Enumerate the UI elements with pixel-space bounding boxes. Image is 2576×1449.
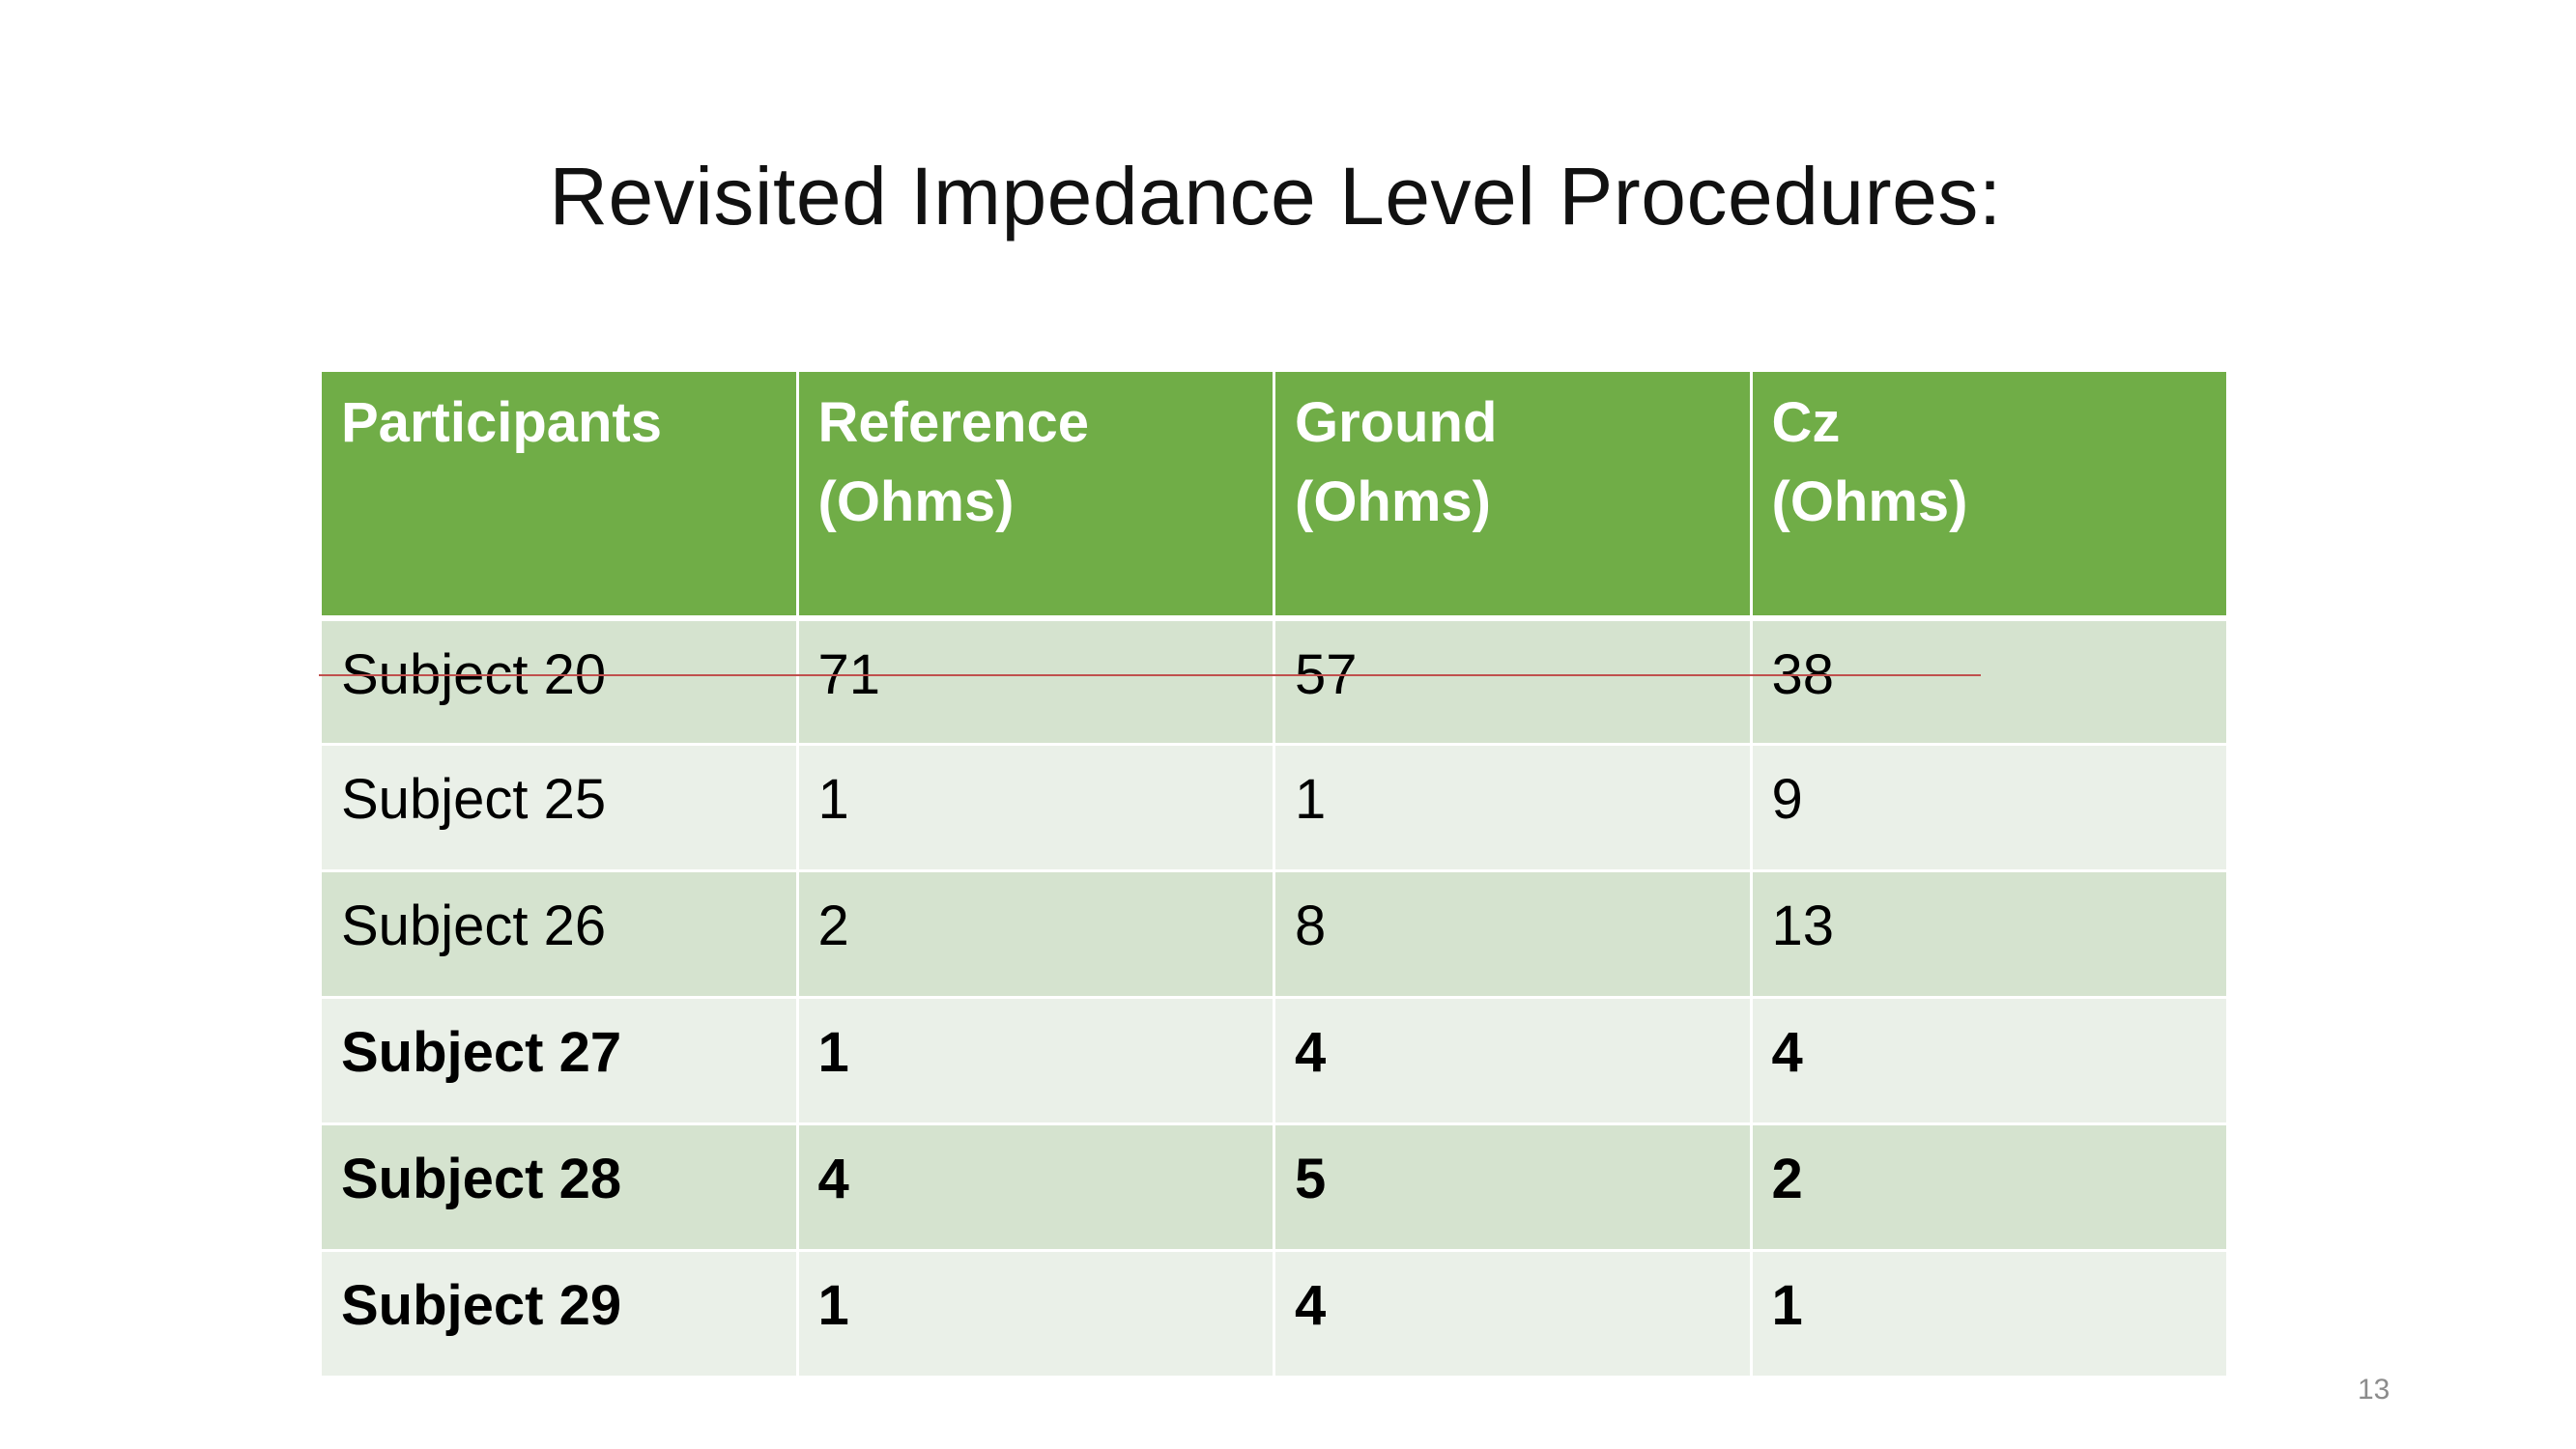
page-number: 13 <box>2358 1374 2390 1406</box>
header-ground-line2: (Ohms) <box>1295 470 1491 533</box>
cell-reference: 2 <box>795 869 1275 999</box>
cell-participant: Subject 25 <box>319 743 799 872</box>
cell-reference: 1 <box>795 1249 1275 1378</box>
header-reference-line1: Reference <box>817 391 1089 454</box>
cell-cz: 4 <box>1749 996 2229 1125</box>
cell-participant: Subject 26 <box>319 869 799 999</box>
cell-cz: 1 <box>1749 1249 2229 1378</box>
header-ground-line1: Ground <box>1295 391 1498 454</box>
impedance-table-container: Participants Reference (Ohms) Ground (Oh… <box>319 369 2229 1378</box>
table-row: Subject 28 4 5 2 <box>319 1122 2229 1252</box>
cell-reference: 71 <box>795 616 1275 746</box>
header-cz: Cz (Ohms) <box>1749 369 2229 621</box>
table-row: Subject 25 1 1 9 <box>319 743 2229 872</box>
cell-cz: 9 <box>1749 743 2229 872</box>
header-participants-line1: Participants <box>341 391 662 454</box>
cell-cz: 38 <box>1749 616 2229 746</box>
cell-participant: Subject 20 <box>319 616 799 746</box>
header-participants: Participants <box>319 369 799 621</box>
cell-participant: Subject 27 <box>319 996 799 1125</box>
table-row: Subject 27 1 4 4 <box>319 996 2229 1125</box>
cell-ground: 1 <box>1273 743 1753 872</box>
table-row: Subject 20 71 57 38 <box>319 616 2229 746</box>
cell-reference: 1 <box>795 996 1275 1125</box>
table-row: Subject 29 1 4 1 <box>319 1249 2229 1378</box>
cell-ground: 4 <box>1273 1249 1753 1378</box>
cell-reference: 4 <box>795 1122 1275 1252</box>
header-cz-line1: Cz <box>1771 391 1841 454</box>
table-row: Subject 26 2 8 13 <box>319 869 2229 999</box>
slide-title: Revisited Impedance Level Procedures: <box>549 151 2002 242</box>
table-header-row: Participants Reference (Ohms) Ground (Oh… <box>319 369 2229 621</box>
header-ground: Ground (Ohms) <box>1273 369 1753 621</box>
impedance-table: Participants Reference (Ohms) Ground (Oh… <box>319 369 2229 1378</box>
cell-ground: 57 <box>1273 616 1753 746</box>
cell-ground: 8 <box>1273 869 1753 999</box>
header-reference: Reference (Ohms) <box>795 369 1275 621</box>
cell-reference: 1 <box>795 743 1275 872</box>
cell-cz: 2 <box>1749 1122 2229 1252</box>
cell-cz: 13 <box>1749 869 2229 999</box>
cell-ground: 5 <box>1273 1122 1753 1252</box>
cell-participant: Subject 28 <box>319 1122 799 1252</box>
header-reference-line2: (Ohms) <box>817 470 1015 533</box>
strikethrough-line <box>319 674 1981 676</box>
cell-participant: Subject 29 <box>319 1249 799 1378</box>
header-cz-line2: (Ohms) <box>1771 470 1968 533</box>
cell-ground: 4 <box>1273 996 1753 1125</box>
